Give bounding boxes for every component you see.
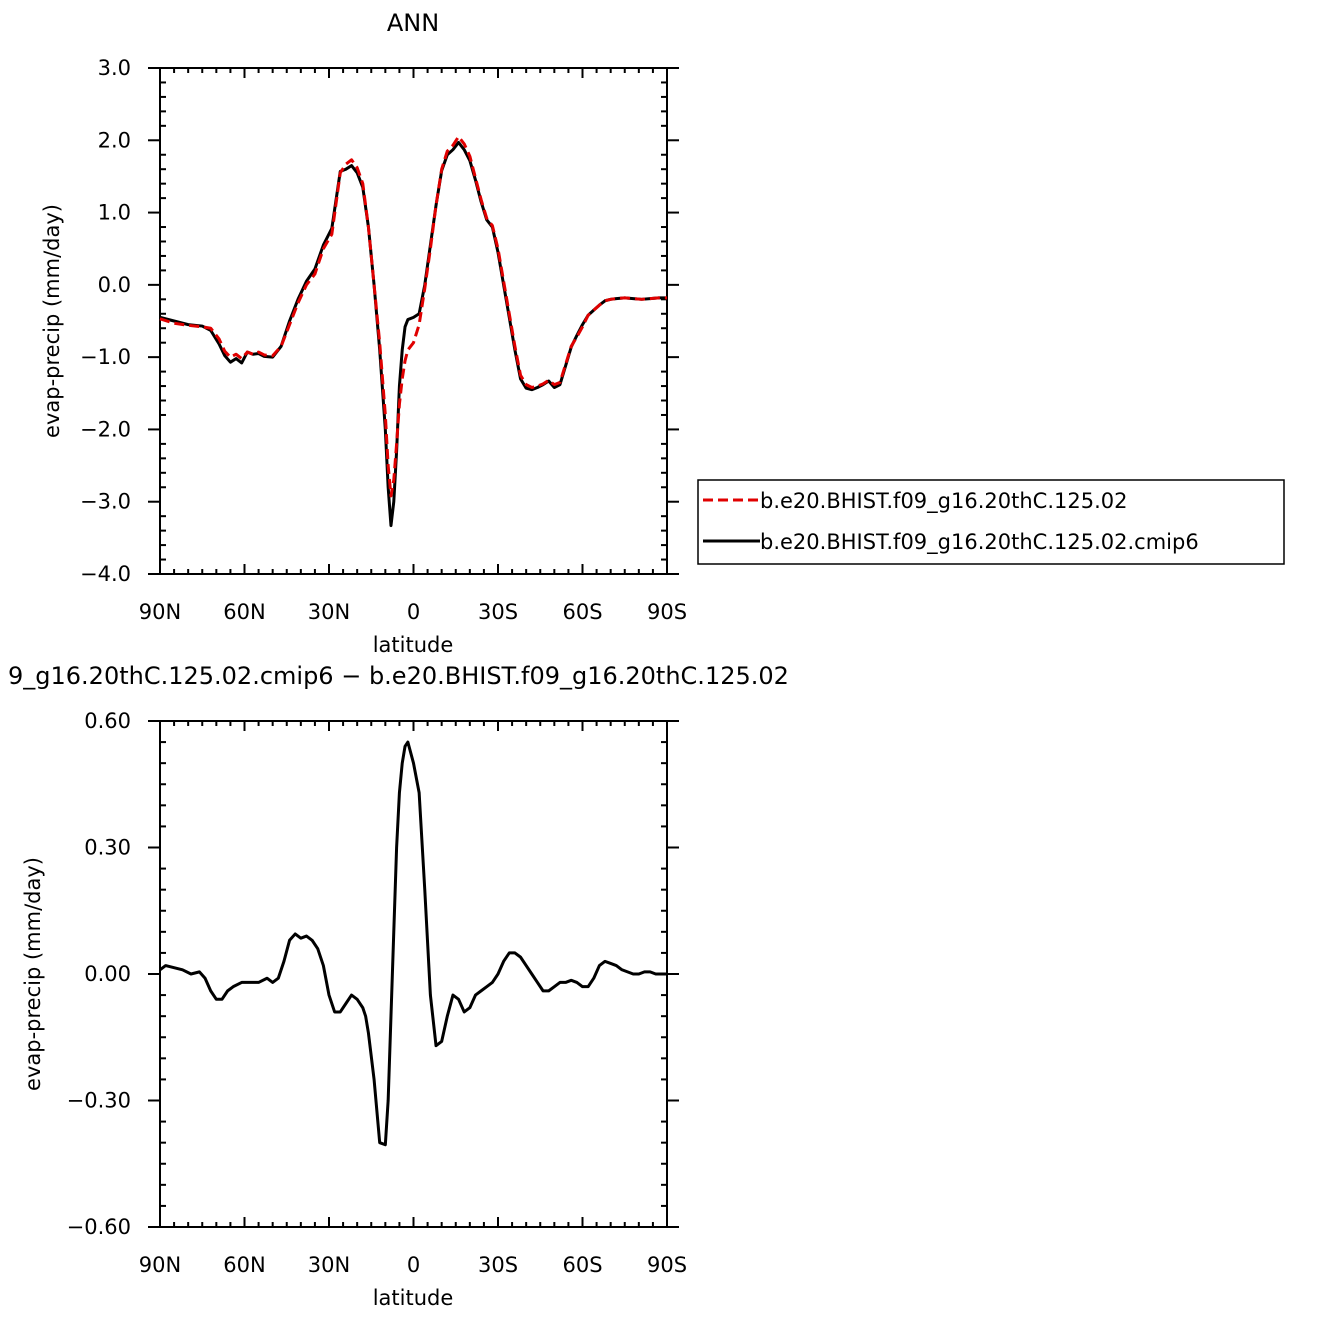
top-xtick-label: 0 [407, 600, 420, 624]
bottom-xtick-label: 90S [647, 1253, 687, 1277]
top-ticks [148, 67, 679, 575]
bottom-series-layer [159, 740, 667, 1147]
bottom-chart-title: 9_g16.20thC.125.02.cmip6 − b.e20.BHIST.f… [8, 662, 789, 690]
bottom-ticks [148, 720, 679, 1228]
top-xtick-label: 90S [647, 600, 687, 624]
series-line-red-dashed [159, 135, 667, 498]
legend: b.e20.BHIST.f09_g16.20thC.125.02 b.e20.B… [697, 479, 1285, 565]
bottom-xtick-label: 60S [562, 1253, 602, 1277]
legend-box [697, 479, 1285, 565]
bottom-ytick-label: −0.60 [67, 1215, 131, 1239]
bottom-ytick-label: 0.00 [84, 962, 131, 986]
top-ytick-label: −1.0 [80, 345, 131, 369]
top-ytick-label: 3.0 [98, 56, 131, 80]
top-panel: ANN 90N 60N 30N 0 30S 60S 90S 3.0 2.0 1.… [40, 9, 1285, 657]
bottom-ytick-label: 0.60 [84, 709, 131, 733]
bottom-x-axis-title: latitude [373, 1286, 454, 1310]
top-xtick-label: 90N [139, 600, 181, 624]
top-xtick-label: 30S [478, 600, 518, 624]
top-ytick-label: 1.0 [98, 201, 131, 225]
bottom-xtick-label: 90N [139, 1253, 181, 1277]
top-x-axis-title: latitude [373, 633, 454, 657]
top-y-axis-title: evap-precip (mm/day) [40, 204, 64, 438]
top-ytick-label: 0.0 [98, 273, 131, 297]
difference-line [159, 740, 667, 1147]
bottom-xtick-label: 60N [223, 1253, 265, 1277]
bottom-panel: 9_g16.20thC.125.02.cmip6 − b.e20.BHIST.f… [8, 662, 789, 1310]
series-line-black-solid [159, 140, 667, 528]
top-series-layer [159, 135, 667, 528]
top-xtick-label: 60S [562, 600, 602, 624]
top-ytick-label: 2.0 [98, 128, 131, 152]
top-ytick-label: −2.0 [80, 417, 131, 441]
bottom-ytick-label: 0.30 [84, 836, 131, 860]
bottom-ytick-label: −0.30 [67, 1089, 131, 1113]
legend-label: b.e20.BHIST.f09_g16.20thC.125.02.cmip6 [760, 530, 1199, 555]
legend-label: b.e20.BHIST.f09_g16.20thC.125.02 [760, 489, 1127, 514]
bottom-y-axis-title: evap-precip (mm/day) [21, 857, 45, 1091]
bottom-xtick-label: 0 [407, 1253, 420, 1277]
top-xtick-label: 60N [223, 600, 265, 624]
bottom-xtick-label: 30N [308, 1253, 350, 1277]
top-xtick-label: 30N [308, 600, 350, 624]
top-chart-title: ANN [387, 9, 439, 37]
top-ytick-label: −3.0 [80, 490, 131, 514]
bottom-plot-frame [159, 720, 668, 1228]
top-ytick-label: −4.0 [80, 562, 131, 586]
bottom-xtick-label: 30S [478, 1253, 518, 1277]
top-plot-frame [159, 67, 668, 575]
